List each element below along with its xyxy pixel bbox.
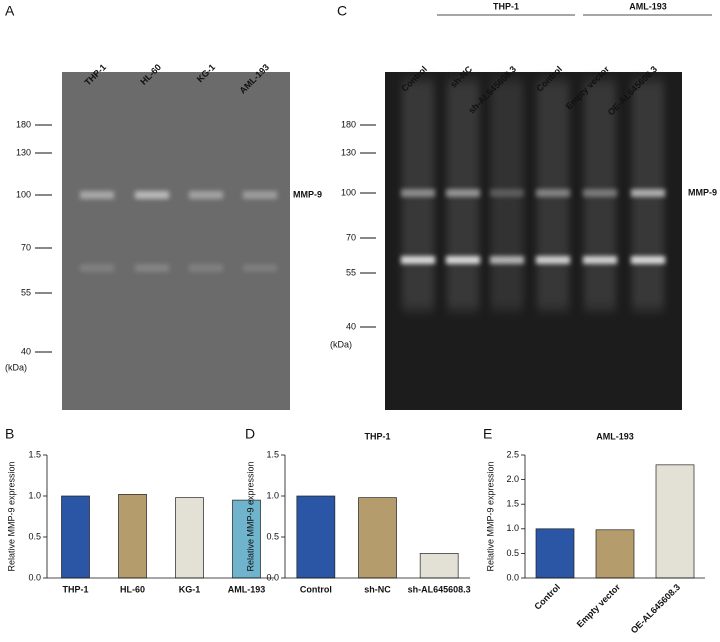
y-tick-label: 1.5 bbox=[506, 499, 519, 509]
gel-band bbox=[243, 264, 277, 272]
gel-band bbox=[189, 191, 223, 199]
y-tick-label: 0.5 bbox=[506, 548, 519, 558]
bar bbox=[535, 528, 575, 579]
gel-band bbox=[490, 189, 524, 197]
group-label: AML-193 bbox=[629, 1, 667, 11]
y-tick-label: 0.0 bbox=[266, 572, 279, 582]
y-axis-label: Relative MMP-9 expression bbox=[245, 461, 255, 571]
marker-label: 55 bbox=[346, 267, 356, 277]
gel-band bbox=[135, 264, 169, 272]
gel-band bbox=[583, 256, 617, 264]
unit-label: (kDa) bbox=[5, 362, 27, 372]
y-tick-label: 1.0 bbox=[506, 523, 519, 533]
marker-label: 55 bbox=[21, 287, 31, 297]
gel-band bbox=[243, 191, 277, 199]
y-axis-label: Relative MMP-9 expression bbox=[6, 461, 16, 571]
y-tick-label: 0.0 bbox=[28, 572, 41, 582]
bar bbox=[655, 464, 695, 579]
panel-letter: B bbox=[5, 426, 14, 442]
group-label: THP-1 bbox=[493, 1, 519, 11]
marker-label: 40 bbox=[21, 346, 31, 356]
band-label: MMP-9 bbox=[293, 189, 322, 199]
x-tick-label: THP-1 bbox=[62, 584, 88, 594]
y-axis-label: Relative MMP-9 expression bbox=[485, 461, 495, 571]
bar bbox=[175, 497, 204, 579]
y-tick-label: 1.5 bbox=[266, 449, 279, 459]
x-tick-label: Empty vector bbox=[575, 582, 623, 630]
x-tick-label: Control bbox=[300, 584, 332, 594]
bar bbox=[296, 495, 336, 579]
gel-band bbox=[490, 256, 524, 264]
gel-band bbox=[536, 256, 570, 264]
y-tick-label: 0.0 bbox=[506, 572, 519, 582]
chart-title: THP-1 bbox=[364, 431, 390, 441]
y-tick-label: 1.5 bbox=[28, 449, 41, 459]
gel-band bbox=[401, 189, 435, 197]
gel-band bbox=[135, 191, 169, 199]
panel-letter: D bbox=[245, 426, 255, 442]
x-tick-label: OE-AL645608.3 bbox=[629, 582, 682, 635]
y-tick-label: 0.5 bbox=[28, 531, 41, 541]
gel-band bbox=[583, 189, 617, 197]
unit-label: (kDa) bbox=[330, 339, 352, 349]
x-tick-label: sh-NC bbox=[364, 584, 391, 594]
gel-band bbox=[446, 189, 480, 197]
x-tick-label: AML-193 bbox=[228, 584, 266, 594]
x-tick-label: sh-AL645608.3 bbox=[408, 584, 471, 594]
marker-label: 40 bbox=[346, 321, 356, 331]
marker-label: 180 bbox=[341, 119, 356, 129]
bar bbox=[232, 499, 261, 579]
x-tick-label: KG-1 bbox=[179, 584, 201, 594]
bar bbox=[61, 495, 90, 579]
marker-label: 70 bbox=[346, 232, 356, 242]
gel-band bbox=[631, 189, 665, 197]
gel-band bbox=[401, 256, 435, 264]
gel-band bbox=[80, 191, 114, 199]
panel-letter: A bbox=[5, 3, 15, 19]
bar bbox=[358, 497, 397, 579]
gel-band bbox=[631, 256, 665, 264]
y-tick-label: 2.0 bbox=[506, 474, 519, 484]
y-tick-label: 2.5 bbox=[506, 449, 519, 459]
marker-label: 70 bbox=[21, 242, 31, 252]
marker-label: 130 bbox=[341, 147, 356, 157]
x-tick-label: HL-60 bbox=[120, 584, 145, 594]
x-tick-label: Control bbox=[532, 582, 562, 612]
marker-label: 130 bbox=[16, 147, 31, 157]
marker-label: 180 bbox=[16, 119, 31, 129]
gel-band bbox=[536, 189, 570, 197]
marker-label: 100 bbox=[341, 187, 356, 197]
panel-letter: E bbox=[483, 426, 492, 442]
gel-image bbox=[62, 72, 290, 410]
band-label: MMP-9 bbox=[688, 187, 717, 197]
bar bbox=[118, 494, 147, 579]
bar bbox=[595, 529, 635, 579]
y-tick-label: 0.5 bbox=[266, 531, 279, 541]
marker-label: 100 bbox=[16, 189, 31, 199]
y-tick-label: 1.0 bbox=[28, 490, 41, 500]
gel-band bbox=[80, 264, 114, 272]
chart-title: AML-193 bbox=[596, 431, 634, 441]
y-tick-label: 1.0 bbox=[266, 490, 279, 500]
panel-letter: C bbox=[337, 3, 347, 19]
gel-band bbox=[189, 264, 223, 272]
bar bbox=[419, 553, 459, 579]
gel-band bbox=[446, 256, 480, 264]
